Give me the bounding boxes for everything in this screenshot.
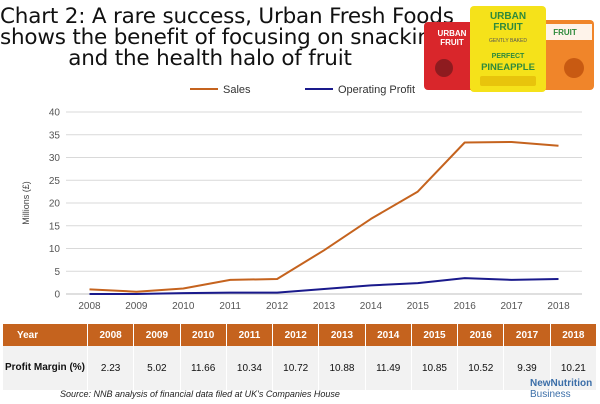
table-header-year: 2009 xyxy=(133,324,181,346)
table-header-year: 2018 xyxy=(550,324,598,346)
table-header-year: 2015 xyxy=(411,324,459,346)
table-cell-margin: 10.72 xyxy=(272,346,320,390)
x-tick-label: 2011 xyxy=(219,301,241,312)
y-tick-label: 5 xyxy=(54,267,60,278)
table-header-year: 2017 xyxy=(503,324,551,346)
publisher-logo: NewNutrition Business xyxy=(530,378,592,400)
y-tick-label: 10 xyxy=(49,244,61,255)
y-tick-label: 25 xyxy=(49,176,61,187)
legend-label: Operating Profit xyxy=(338,84,415,96)
table-cell-margin: 11.66 xyxy=(180,346,227,390)
x-tick-label: 2008 xyxy=(78,301,101,312)
pack-left: URBAN FRUIT xyxy=(424,22,480,90)
profit-margin-table: Year 2008 2009 2010 2011 2012 2013 2014 2015 201… xyxy=(3,324,598,390)
pack-left-brand-1: URBAN xyxy=(438,29,467,38)
line-chart: 0 5 10 15 20 25 30 35 40 2008 2009 2010 2011 2012 2013… xyxy=(21,84,582,312)
publisher-logo-line-1: NewNutrition xyxy=(530,378,593,389)
x-tick-label: 2013 xyxy=(313,301,336,312)
x-tick-label: 2009 xyxy=(125,301,148,312)
table-cell-margin: 10.85 xyxy=(411,346,459,390)
pack-center-flavour-1: PERFECT xyxy=(492,53,525,60)
table-cell-margin: 10.52 xyxy=(457,346,505,390)
y-tick-label: 35 xyxy=(49,130,61,141)
table-header-year: 2008 xyxy=(87,324,135,346)
table-cell-margin: 10.88 xyxy=(318,346,366,390)
table-cell-margin: 5.02 xyxy=(133,346,181,390)
table-cell-margin: 11.49 xyxy=(365,346,412,390)
legend-label: Sales xyxy=(223,84,251,96)
y-tick-label: 20 xyxy=(49,199,61,210)
pack-center-brand-1: URBAN xyxy=(490,11,526,22)
pack-center-brand-2: FRUIT xyxy=(493,22,522,33)
pack-left-brand-2: FRUIT xyxy=(440,38,464,47)
title-line-3: and the health halo of fruit xyxy=(68,46,352,71)
source-note: Source: NNB analysis of financial data f… xyxy=(60,389,340,399)
chart-title: Chart 2: A rare success, Urban Fresh Foo… xyxy=(0,4,454,71)
pack-center-tag: GENTLY BAKED xyxy=(489,38,527,44)
y-tick-label: 15 xyxy=(49,221,61,232)
table-header-year: 2010 xyxy=(180,324,227,346)
x-tick-label: 2017 xyxy=(501,301,524,312)
x-tick-label: 2010 xyxy=(172,301,195,312)
x-tick-label: 2012 xyxy=(266,301,289,312)
product-packs-image: URBAN FRUIT FRUIT URBAN FRUIT GENTLY BAK… xyxy=(424,6,594,92)
pack-center: URBAN FRUIT GENTLY BAKED PERFECT PINEAPP… xyxy=(470,6,546,92)
table-cell-margin: 10.21 xyxy=(550,346,598,390)
title-line-1: Chart 2: A rare success, Urban Fresh Foo… xyxy=(0,4,454,29)
x-tick-label: 2016 xyxy=(454,301,477,312)
x-tick-label: 2014 xyxy=(360,301,383,312)
title-line-2: shows the benefit of focusing on snackin… xyxy=(0,25,445,50)
series-line-operating-profit xyxy=(89,277,559,295)
table-header-year: 2014 xyxy=(365,324,412,346)
table-cell-margin: 2.23 xyxy=(87,346,135,390)
pack-right: FRUIT xyxy=(536,20,594,90)
y-tick-label: 30 xyxy=(49,153,61,164)
y-tick-label: 0 xyxy=(54,290,60,301)
table-row-label: Profit Margin (%) xyxy=(3,346,88,390)
table-row: Profit Margin (%) 2.23 5.02 11.66 10.34 10.7… xyxy=(3,346,598,390)
table-header-year: 2012 xyxy=(272,324,320,346)
x-tick-label: 2018 xyxy=(547,301,570,312)
pack-right-brand: FRUIT xyxy=(553,28,577,37)
table-cell-margin: 9.39 xyxy=(503,346,551,390)
pack-center-flavour-2: PINEAPPLE xyxy=(481,62,535,73)
series-line-sales xyxy=(89,141,559,293)
publisher-logo-line-2: Business xyxy=(530,389,571,400)
y-axis-label: Millions (£) xyxy=(21,181,31,225)
table-header-year: 2016 xyxy=(457,324,505,346)
x-tick-label: 2015 xyxy=(407,301,430,312)
y-tick-label: 40 xyxy=(49,108,61,119)
table-header-year: 2013 xyxy=(318,324,366,346)
table-header-year: 2011 xyxy=(226,324,274,346)
table-header-row: Year 2008 2009 2010 2011 2012 2013 2014 2015 201… xyxy=(3,324,598,346)
table-cell-margin: 10.34 xyxy=(226,346,274,390)
table-header-year-label: Year xyxy=(3,324,88,346)
